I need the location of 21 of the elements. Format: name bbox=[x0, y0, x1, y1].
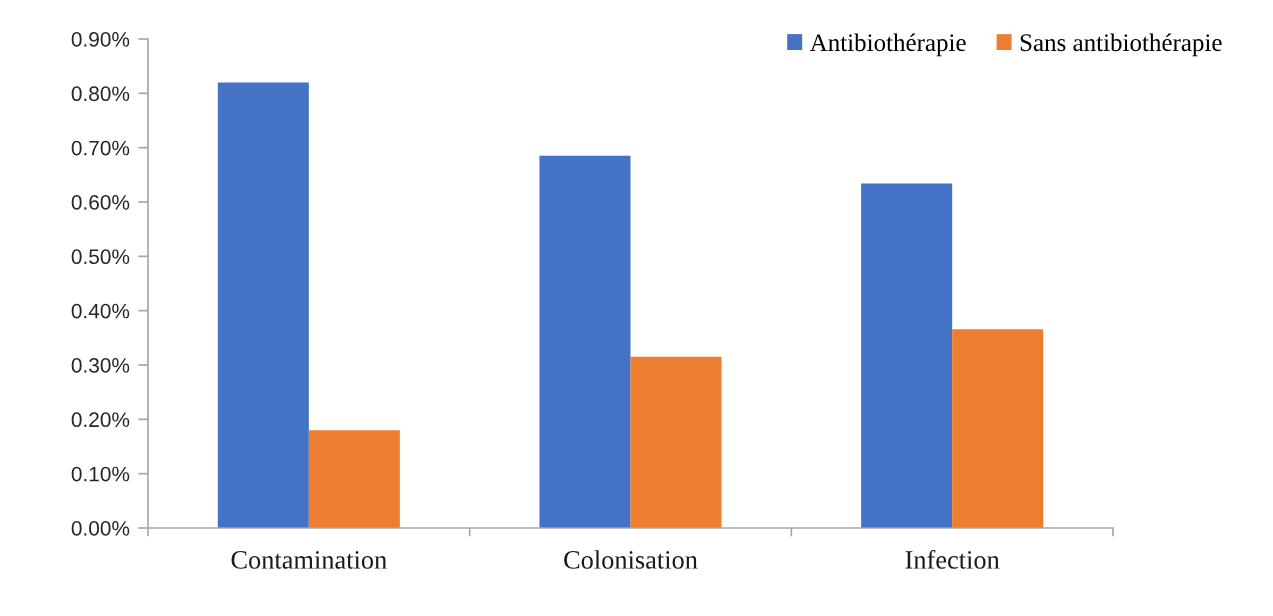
x-tick-label: Colonisation bbox=[564, 550, 698, 569]
bar bbox=[952, 329, 1044, 528]
bar bbox=[217, 82, 309, 528]
bar bbox=[630, 356, 722, 528]
y-tick-label: 0.90% bbox=[71, 32, 130, 47]
y-tick-label: 0.10% bbox=[71, 466, 130, 482]
x-tick-label: Contamination bbox=[231, 551, 387, 569]
bar bbox=[539, 155, 631, 528]
y-tick-label: 0.80% bbox=[71, 86, 130, 102]
bar bbox=[308, 430, 400, 528]
x-tick-label: Infection bbox=[905, 549, 1000, 569]
y-tick-label: 0.40% bbox=[71, 303, 130, 319]
y-tick-label: 0.50% bbox=[71, 249, 130, 265]
y-tick-label: 0.30% bbox=[71, 358, 130, 373]
y-tick-label: 0.00% bbox=[71, 521, 130, 536]
y-tick-label: 0.70% bbox=[71, 140, 130, 156]
legend-label: Antibiothérapie bbox=[809, 33, 966, 57]
legend-label: Sans antibiothérapie bbox=[1020, 33, 1222, 57]
y-tick-label: 0.60% bbox=[71, 195, 130, 210]
bar bbox=[861, 183, 953, 528]
y-tick-label: 0.20% bbox=[71, 412, 130, 428]
